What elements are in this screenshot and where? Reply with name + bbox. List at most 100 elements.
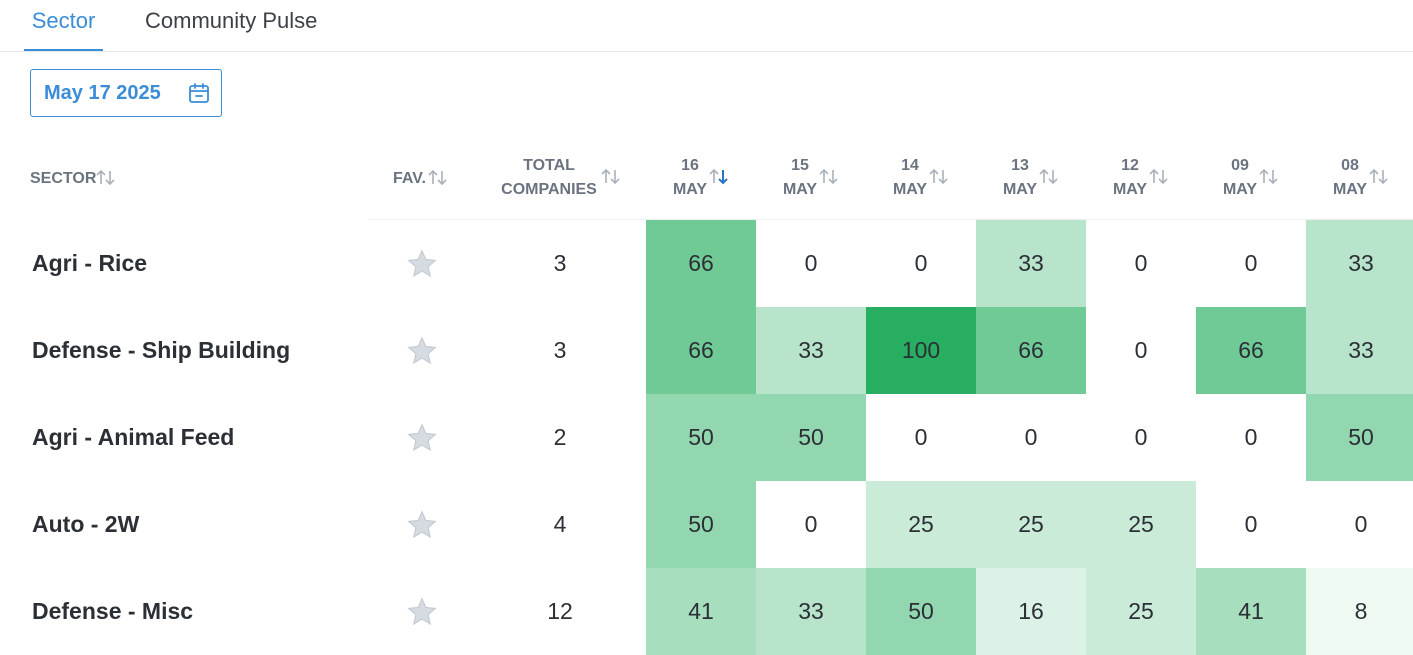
- heat-cell[interactable]: 33: [756, 568, 866, 655]
- heat-cell[interactable]: 33: [976, 220, 1086, 307]
- header-date-day: 13: [1011, 157, 1029, 174]
- header-date-1[interactable]: 15 MAY: [756, 150, 866, 210]
- sort-date-icon[interactable]: [1258, 167, 1280, 187]
- heat-cell[interactable]: 100: [866, 307, 976, 394]
- heat-cell[interactable]: 0: [756, 481, 866, 568]
- header-date-3[interactable]: 13 MAY: [976, 150, 1086, 210]
- header-date-month: MAY: [892, 181, 928, 198]
- calendar-icon[interactable]: [187, 81, 211, 105]
- header-divider: [368, 219, 1413, 220]
- total-companies-value: 4: [553, 511, 567, 537]
- header-date-month: MAY: [1222, 181, 1258, 198]
- heat-cell[interactable]: 25: [1086, 568, 1196, 655]
- sort-total-icon[interactable]: [600, 167, 622, 187]
- heat-cell[interactable]: 66: [646, 220, 756, 307]
- sort-date-icon[interactable]: [818, 167, 840, 187]
- header-total-companies[interactable]: TOTAL COMPANIES: [490, 150, 630, 210]
- heat-cell[interactable]: 50: [756, 394, 866, 481]
- total-companies-value: 2: [553, 424, 567, 450]
- header-total-label-line1: TOTAL: [523, 157, 575, 174]
- total-companies-value: 3: [553, 337, 567, 363]
- header-date-day: 16: [681, 157, 699, 174]
- total-companies-value: 3: [553, 250, 567, 276]
- heat-cell[interactable]: 33: [1306, 220, 1413, 307]
- heat-cell[interactable]: 8: [1306, 568, 1413, 655]
- header-fav[interactable]: FAV.: [380, 150, 460, 210]
- sector-name[interactable]: Auto - 2W: [32, 511, 140, 537]
- heat-cell[interactable]: 0: [1086, 220, 1196, 307]
- table-row[interactable]: Agri - Animal Feed 2 50 50 0 0 0 0 50: [0, 394, 1413, 481]
- heat-cell[interactable]: 0: [866, 220, 976, 307]
- sort-date-icon[interactable]: [928, 167, 950, 187]
- heat-cell[interactable]: 0: [1196, 394, 1306, 481]
- heat-cell[interactable]: 0: [1196, 220, 1306, 307]
- favorite-star-icon[interactable]: [406, 248, 438, 280]
- heat-cell[interactable]: 16: [976, 568, 1086, 655]
- header-date-6[interactable]: 08 MAY: [1306, 150, 1413, 210]
- table-row[interactable]: Defense - Misc 12 41 33 50 16 25 41 8: [0, 568, 1413, 655]
- heat-cell[interactable]: 0: [1086, 394, 1196, 481]
- heat-cell[interactable]: 50: [646, 394, 756, 481]
- heat-cell[interactable]: 0: [1306, 481, 1413, 568]
- heat-cell[interactable]: 0: [866, 394, 976, 481]
- header-total-label-line2: COMPANIES: [501, 181, 597, 198]
- heat-cell[interactable]: 0: [976, 394, 1086, 481]
- heat-cell[interactable]: 66: [1196, 307, 1306, 394]
- favorite-star-icon[interactable]: [406, 596, 438, 628]
- favorite-star-icon[interactable]: [406, 509, 438, 541]
- heat-cell[interactable]: 33: [1306, 307, 1413, 394]
- sort-date-icon[interactable]: [1368, 167, 1390, 187]
- sort-sector-icon[interactable]: [95, 168, 117, 188]
- header-date-day: 15: [791, 157, 809, 174]
- favorite-star-icon[interactable]: [406, 335, 438, 367]
- header-date-0[interactable]: 16 MAY: [646, 150, 756, 210]
- heat-cell[interactable]: 33: [756, 307, 866, 394]
- tab-sector[interactable]: Sector: [24, 8, 103, 51]
- header-fav-label: FAV.: [393, 170, 426, 187]
- heat-cell[interactable]: 0: [1196, 481, 1306, 568]
- favorite-star-icon[interactable]: [406, 422, 438, 454]
- header-sector[interactable]: SECTOR: [0, 150, 360, 210]
- heat-cell[interactable]: 66: [646, 307, 756, 394]
- sector-name[interactable]: Defense - Misc: [32, 598, 194, 624]
- sort-fav-icon[interactable]: [427, 168, 449, 188]
- header-date-4[interactable]: 12 MAY: [1086, 150, 1196, 210]
- header-date-month: MAY: [672, 181, 708, 198]
- date-picker-value: May 17 2025: [44, 81, 161, 104]
- header-date-month: MAY: [1332, 181, 1368, 198]
- total-companies-value: 12: [547, 598, 573, 624]
- header-date-month: MAY: [782, 181, 818, 198]
- tab-bar: Sector Community Pulse: [0, 0, 1413, 52]
- header-date-month: MAY: [1112, 181, 1148, 198]
- heat-cell[interactable]: 50: [866, 568, 976, 655]
- heat-cell[interactable]: 41: [646, 568, 756, 655]
- heat-cell[interactable]: 41: [1196, 568, 1306, 655]
- header-date-day: 09: [1231, 157, 1249, 174]
- date-picker[interactable]: May 17 2025: [30, 69, 222, 117]
- sort-date-icon[interactable]: [1148, 167, 1170, 187]
- sector-name[interactable]: Defense - Ship Building: [32, 337, 291, 363]
- heat-cell[interactable]: 0: [1086, 307, 1196, 394]
- header-date-month: MAY: [1002, 181, 1038, 198]
- header-date-5[interactable]: 09 MAY: [1196, 150, 1306, 210]
- heat-cell[interactable]: 66: [976, 307, 1086, 394]
- sort-date-icon[interactable]: [1038, 167, 1060, 187]
- header-date-day: 08: [1341, 157, 1359, 174]
- sector-name[interactable]: Agri - Animal Feed: [32, 424, 235, 450]
- heat-cell[interactable]: 50: [646, 481, 756, 568]
- sort-date-icon[interactable]: [708, 167, 730, 187]
- tab-community-pulse[interactable]: Community Pulse: [145, 8, 318, 33]
- heat-cell[interactable]: 25: [866, 481, 976, 568]
- heat-cell[interactable]: 0: [756, 220, 866, 307]
- table-row[interactable]: Defense - Ship Building 3 66 33 100 66 0 66 33: [0, 307, 1413, 394]
- header-date-2[interactable]: 14 MAY: [866, 150, 976, 210]
- header-date-day: 14: [901, 157, 919, 174]
- table-row[interactable]: Auto - 2W 4 50 0 25 25 25 0 0: [0, 481, 1413, 568]
- heat-cell[interactable]: 25: [1086, 481, 1196, 568]
- heat-cell[interactable]: 25: [976, 481, 1086, 568]
- heat-cell[interactable]: 50: [1306, 394, 1413, 481]
- table-row[interactable]: Agri - Rice 3 66 0 0 33 0 0 33: [0, 220, 1413, 307]
- header-sector-label: SECTOR: [30, 170, 97, 187]
- sector-name[interactable]: Agri - Rice: [32, 250, 148, 276]
- header-date-day: 12: [1121, 157, 1139, 174]
